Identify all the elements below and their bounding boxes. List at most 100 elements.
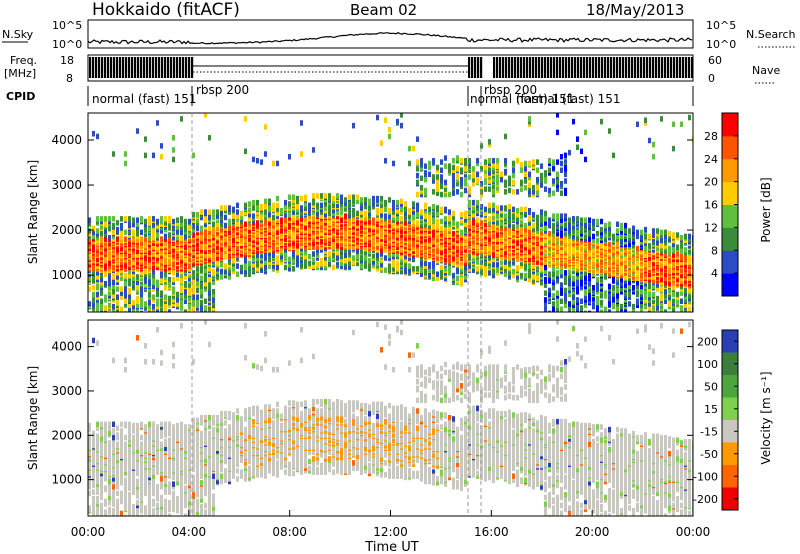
power-cell (276, 264, 279, 271)
power-cell (104, 271, 107, 277)
power-cell (88, 301, 91, 307)
power-cell (224, 205, 227, 211)
power-cell (168, 309, 171, 312)
power-cell (244, 264, 247, 271)
power-cell (108, 216, 111, 222)
freq-sample (110, 57, 113, 78)
power-cell (472, 170, 475, 176)
freq-tick-bottom: 8 (66, 72, 73, 85)
power-cell (440, 206, 443, 213)
power-cell (416, 202, 419, 209)
power-cell (144, 152, 147, 159)
power-cell (200, 293, 203, 299)
power-cell (192, 298, 195, 304)
power-cell (520, 218, 523, 225)
power-cell (192, 270, 195, 276)
power-cell (284, 199, 287, 206)
power-cell (124, 160, 127, 167)
power-cell (148, 303, 151, 310)
power-cell (376, 244, 379, 250)
freq-sample (104, 57, 107, 78)
power-cell (296, 249, 299, 256)
power-cell (480, 166, 483, 172)
power-cell (152, 279, 155, 286)
power-cell (400, 122, 403, 129)
power-cell (136, 302, 139, 309)
freq-sample (532, 57, 535, 78)
power-cell (568, 217, 571, 223)
freq-sample (480, 57, 483, 78)
power-cell (348, 209, 351, 215)
power-cell (372, 195, 375, 202)
power-cell (268, 198, 271, 205)
power-cell (228, 218, 231, 225)
power-cell (196, 212, 199, 218)
power-cell (100, 290, 103, 296)
freq-sample (598, 57, 601, 78)
power-cell (236, 209, 239, 215)
power-cell (272, 214, 275, 221)
power-cell (124, 298, 127, 304)
power-cell (512, 268, 515, 275)
power-cell (148, 299, 151, 306)
power-cell (176, 224, 179, 230)
power-cell (96, 274, 99, 280)
power-cell (132, 303, 135, 310)
power-cell (384, 158, 387, 164)
power-cell (176, 301, 179, 307)
power-cell (376, 252, 379, 259)
power-cell (488, 245, 491, 252)
power-cell (200, 303, 203, 310)
power-cell (412, 214, 415, 221)
power-cell (380, 262, 383, 268)
noise-right-tick-bottom: 10^0 (706, 38, 736, 51)
power-cell (192, 222, 195, 229)
power-cell (104, 305, 107, 311)
power-cell (456, 256, 459, 263)
power-cell (416, 159, 419, 165)
power-cell (160, 228, 163, 234)
power-cell (504, 133, 507, 140)
power-cell (444, 206, 447, 213)
power-cell (428, 218, 431, 225)
power-cell (384, 213, 387, 219)
power-cell (576, 136, 579, 142)
power-cell (244, 268, 247, 275)
freq-sample (179, 57, 182, 78)
power-cell (104, 228, 107, 234)
power-cell (408, 160, 411, 167)
power-cell (140, 236, 143, 242)
freq-sample (499, 57, 502, 78)
power-cell (248, 206, 251, 213)
power-cell (388, 267, 391, 273)
power-cell (152, 216, 155, 222)
power-cell (412, 266, 415, 272)
power-cell (92, 225, 95, 232)
power-cell (300, 216, 303, 222)
power-cell (564, 287, 567, 294)
power-cell (248, 201, 251, 207)
power-cell (412, 145, 415, 152)
power-cell (552, 293, 555, 299)
freq-sample (670, 57, 673, 78)
power-cell (484, 186, 487, 192)
noise-left-tick-bottom: 10^0 (52, 38, 82, 51)
power-cell (516, 274, 519, 280)
power-cell (384, 206, 387, 213)
power-cell (452, 175, 455, 182)
power-cell (372, 217, 375, 223)
power-cell (132, 299, 135, 306)
power-cell (452, 180, 455, 187)
power-heatmap (88, 113, 693, 312)
power-cell (180, 305, 183, 311)
power-cell (508, 203, 511, 210)
power-cell (204, 113, 207, 118)
power-cell (556, 230, 559, 237)
power-cell (260, 203, 263, 210)
power-cell (488, 207, 491, 214)
power-cell (220, 205, 223, 211)
power-cell (192, 286, 195, 292)
power-cell (304, 220, 307, 226)
power-cell (528, 116, 531, 122)
power-cell (456, 180, 459, 187)
